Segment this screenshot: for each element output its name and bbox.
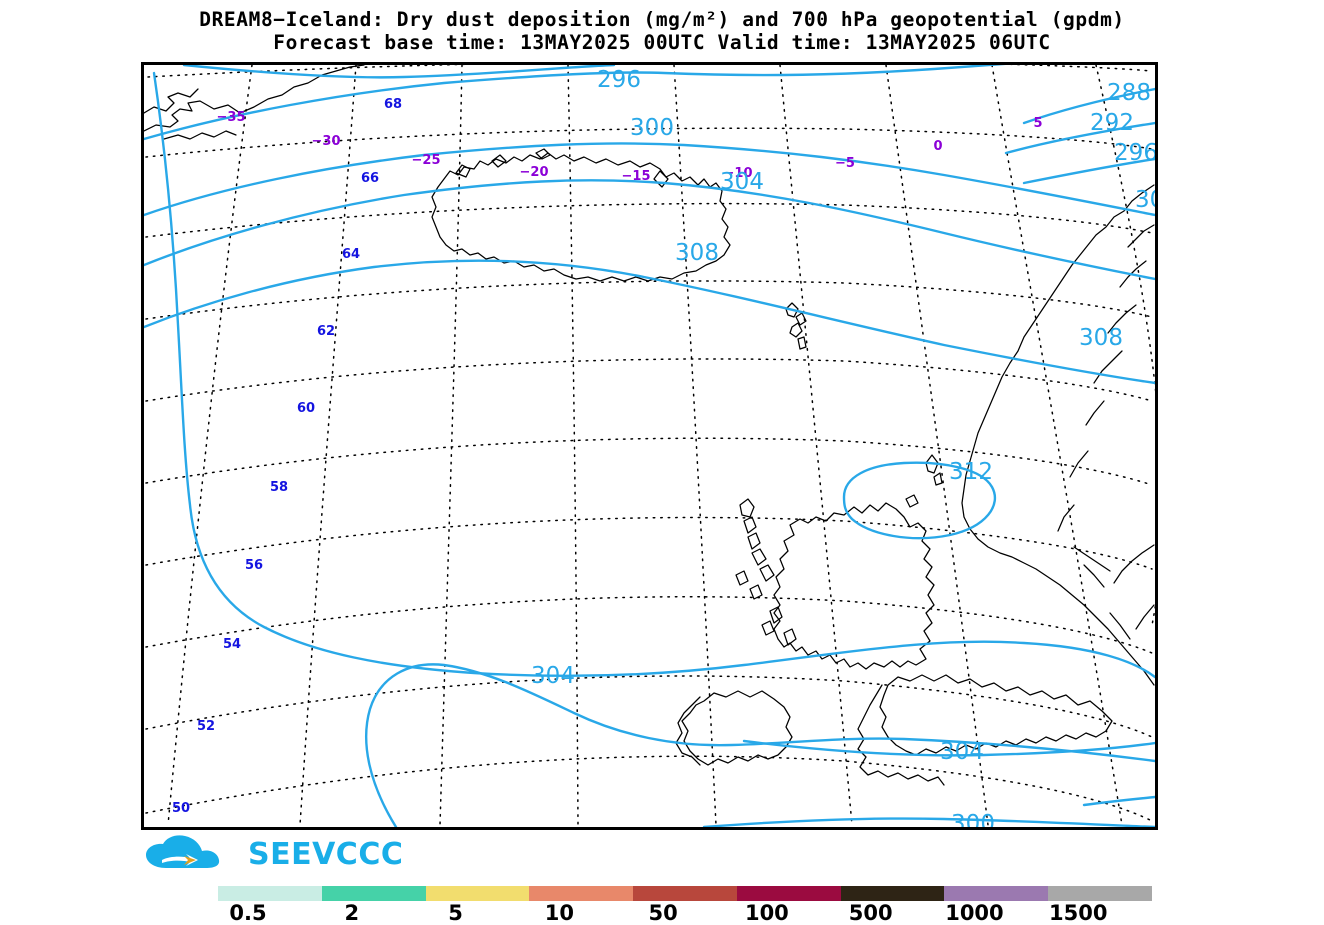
contour-label: 300 [1135, 187, 1155, 213]
colorbar-tick-label: 10 [544, 901, 574, 925]
longitude-label: −35 [217, 110, 246, 125]
latitude-label: 52 [197, 719, 215, 734]
contour-label: 304 [940, 739, 984, 765]
colorbar-tick-label: 1000 [945, 901, 1004, 925]
colorbar-swatch [321, 886, 426, 901]
geopotential-contours [144, 65, 1155, 827]
seevccc-logo: SEEVCCC [144, 834, 414, 876]
colorbar-tick-label: 100 [744, 901, 789, 925]
colorbar-swatch [425, 886, 530, 901]
longitude-label: −20 [520, 165, 549, 180]
colorbar-tick-label: 1500 [1048, 901, 1108, 925]
contour-label: 296 [1114, 140, 1155, 166]
colorbar-ticks: 0.5 2 5 10 50 100 500 1000 1500 [0, 901, 1324, 925]
longitude-label: −5 [835, 156, 855, 171]
colorbar-swatch [736, 886, 841, 901]
contour-label: 304 [720, 169, 764, 195]
colorbar [218, 886, 1153, 901]
longitude-label: −15 [622, 169, 651, 184]
longitude-label: −25 [412, 153, 441, 168]
graticule-meridians [167, 65, 1155, 826]
latitude-label: 60 [297, 401, 315, 416]
colorbar-tick-label: 50 [648, 901, 678, 925]
contour-label: 312 [949, 459, 993, 485]
latitude-label: 56 [245, 558, 263, 573]
longitude-label: 5 [1033, 116, 1042, 131]
logo-text: SEEVCCC [248, 837, 404, 872]
latitude-label: 66 [361, 171, 379, 186]
longitude-label: −10 [724, 166, 753, 181]
latitude-label: 58 [270, 480, 288, 495]
colorbar-tick-label: 2 [344, 901, 360, 925]
contour-label: 300 [630, 115, 674, 141]
colorbar-swatch [529, 886, 634, 901]
colorbar-swatch [840, 886, 945, 901]
cloud-icon [146, 835, 220, 868]
latitude-label: 54 [223, 637, 241, 652]
contour-label: 292 [1090, 110, 1134, 136]
contour-label: 308 [1079, 325, 1123, 351]
colorbar-swatch [633, 886, 737, 901]
latitude-label: 68 [384, 97, 402, 112]
longitude-label: −30 [312, 134, 341, 149]
chart-subtitle: Forecast base time: 13MAY2025 00UTC Vali… [273, 31, 1051, 54]
longitude-label: 0 [933, 139, 942, 154]
colorbar-swatch [218, 886, 322, 901]
colorbar-tick-label: 500 [848, 901, 893, 925]
map-panel: 68 66 64 62 60 58 56 54 52 50 −35 −30 −25 −20 −15 −10−… [141, 62, 1158, 830]
contour-label: 296 [597, 67, 641, 93]
chart-title: DREAM8−Iceland: Dry dust deposition (mg/… [199, 8, 1125, 31]
latitude-labels: 68 66 64 62 60 58 56 54 52 50 [172, 97, 402, 816]
latitude-label: 62 [317, 324, 335, 339]
colorbar-swatch [1048, 886, 1153, 901]
latitude-label: 64 [342, 247, 360, 262]
contour-label: 288 [1107, 80, 1151, 106]
contour-labels: 2962882922963003003043043083083123083043… [531, 67, 1155, 827]
chart-header: DREAM8−Iceland: Dry dust deposition (mg/… [0, 8, 1324, 54]
graticule-parallels [145, 65, 1153, 822]
longitude-labels: −35 −30 −25 −20 −15 −10 −5 0 5 [217, 110, 1043, 184]
contour-label: 300 [951, 811, 995, 827]
colorbar-swatch [944, 886, 1049, 901]
latitude-label: 50 [172, 801, 190, 816]
contour-label: 304 [531, 663, 575, 689]
colorbar-tick-label: 5 [448, 901, 463, 925]
coastlines [144, 65, 1155, 786]
contour-label: 308 [675, 240, 719, 266]
colorbar-tick-label: 0.5 [229, 901, 267, 925]
